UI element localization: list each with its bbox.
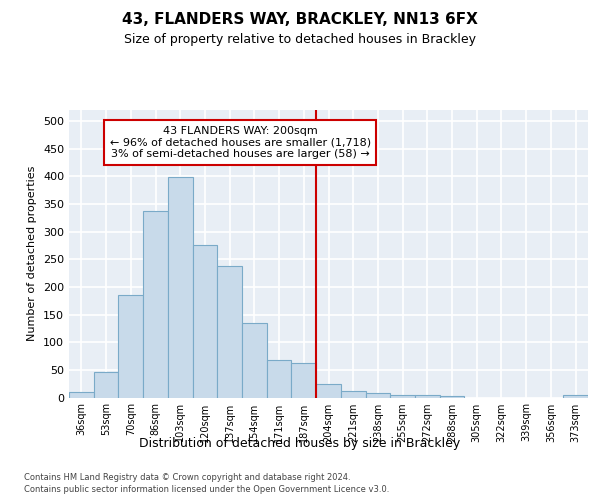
Polygon shape [168,178,193,398]
Text: Contains public sector information licensed under the Open Government Licence v3: Contains public sector information licen… [24,485,389,494]
Text: Contains HM Land Registry data © Crown copyright and database right 2024.: Contains HM Land Registry data © Crown c… [24,472,350,482]
Polygon shape [242,323,267,398]
Polygon shape [217,266,242,398]
Polygon shape [563,394,588,398]
Polygon shape [316,384,341,398]
Polygon shape [341,391,365,398]
Polygon shape [292,363,316,398]
Polygon shape [390,394,415,398]
Polygon shape [267,360,292,398]
Text: 43, FLANDERS WAY, BRACKLEY, NN13 6FX: 43, FLANDERS WAY, BRACKLEY, NN13 6FX [122,12,478,28]
Polygon shape [440,396,464,398]
Text: 43 FLANDERS WAY: 200sqm
← 96% of detached houses are smaller (1,718)
3% of semi-: 43 FLANDERS WAY: 200sqm ← 96% of detache… [110,126,371,159]
Polygon shape [69,392,94,398]
Y-axis label: Number of detached properties: Number of detached properties [28,166,37,342]
Text: Size of property relative to detached houses in Brackley: Size of property relative to detached ho… [124,32,476,46]
Polygon shape [415,396,440,398]
Polygon shape [365,393,390,398]
Polygon shape [193,246,217,398]
Polygon shape [118,295,143,398]
Text: Distribution of detached houses by size in Brackley: Distribution of detached houses by size … [139,438,461,450]
Polygon shape [94,372,118,398]
Polygon shape [143,210,168,398]
